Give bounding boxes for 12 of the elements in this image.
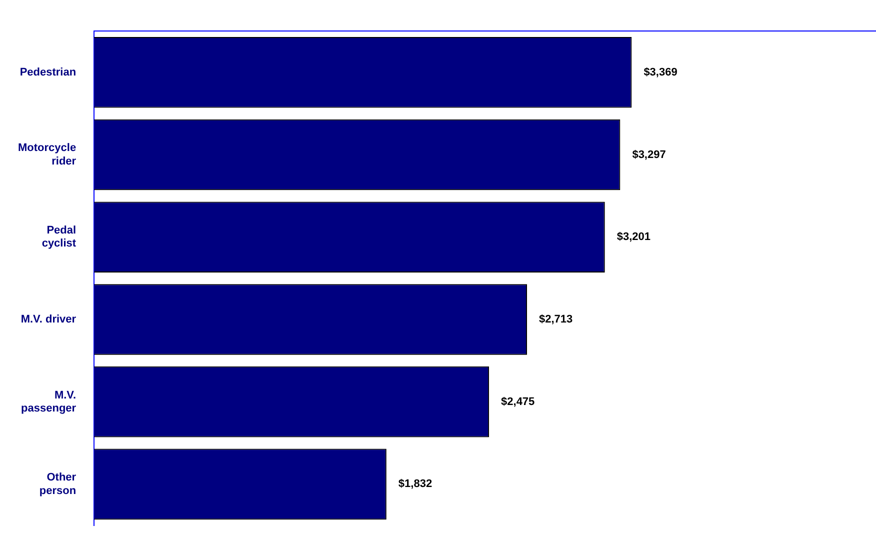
y-tick-label: Motorcycle rider [18, 142, 77, 168]
data-label: $3,297 [632, 148, 666, 161]
y-tick-label: M.V. driver [20, 314, 77, 326]
data-label: $2,475 [501, 396, 535, 408]
y-tick-label: Pedestrian [20, 66, 76, 78]
data-label: $2,713 [539, 314, 573, 326]
data-label: $3,201 [616, 231, 651, 244]
y-tick-label: Other person [39, 472, 77, 497]
y-tick-label: Pedal cyclist [42, 224, 76, 250]
data-label: $3,369 [644, 66, 678, 78]
data-label: $1,832 [398, 478, 432, 490]
y-tick-label: M.V. passenger [21, 389, 77, 414]
